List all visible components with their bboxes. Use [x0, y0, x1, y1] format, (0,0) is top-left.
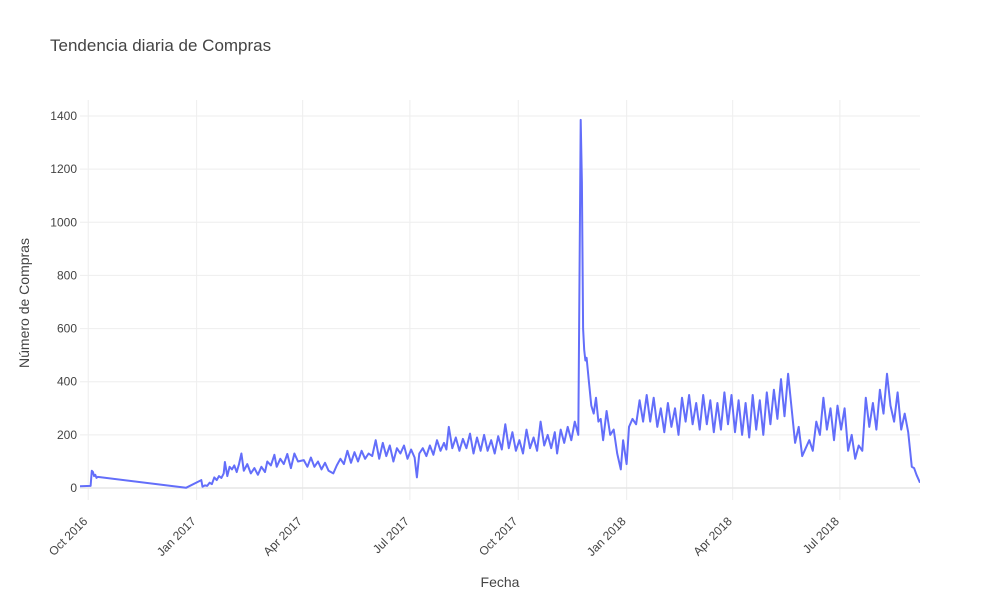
- y-tick-label-4: 800: [57, 268, 77, 282]
- x-tick-label-4: Oct 2017: [476, 514, 521, 559]
- y-tick-label-3: 600: [57, 322, 77, 336]
- y-tick-label-0: 0: [70, 481, 77, 495]
- series-line-0: [56, 120, 920, 488]
- series-layer: [56, 120, 920, 488]
- y-tick-label-2: 400: [57, 375, 77, 389]
- chart-title: Tendencia diaria de Compras: [50, 36, 271, 55]
- y-tick-label-5: 1000: [50, 215, 77, 229]
- y-axis-ticks: 0 200 400 600 800 1000 1200 1400: [50, 109, 77, 495]
- x-tick-label-1: Jan 2017: [154, 514, 199, 559]
- y-tick-label-6: 1200: [50, 162, 77, 176]
- y-axis-title: Número de Compras: [16, 238, 32, 368]
- x-tick-label-6: Apr 2018: [690, 514, 735, 559]
- x-axis-ticks: Oct 2016 Jan 2017 Apr 2017 Jul 2017 Oct 2017…: [46, 514, 842, 559]
- x-tick-label-2: Apr 2017: [260, 514, 305, 559]
- y-tick-label-1: 200: [57, 428, 77, 442]
- x-tick-label-7: Jul 2018: [800, 514, 842, 556]
- y-tick-label-7: 1400: [50, 109, 77, 123]
- x-axis-title: Fecha: [481, 574, 520, 590]
- x-tick-label-3: Jul 2017: [370, 514, 412, 556]
- x-tick-label-0: Oct 2016: [46, 514, 91, 559]
- x-tick-label-5: Jan 2018: [584, 514, 629, 559]
